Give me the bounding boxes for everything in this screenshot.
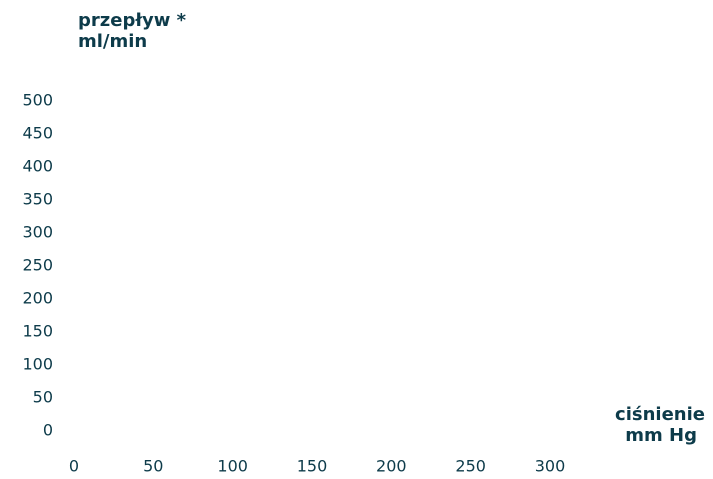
x-tick-label: 0 bbox=[69, 457, 79, 476]
y-tick-label: 100 bbox=[22, 355, 53, 374]
y-tick-label: 500 bbox=[22, 91, 53, 110]
y-tick-label: 350 bbox=[22, 190, 53, 209]
x-axis-title: ciśnienie mm Hg bbox=[615, 404, 705, 446]
y-tick-label: 250 bbox=[22, 256, 53, 275]
y-axis-title-line-1: przepływ * bbox=[78, 10, 187, 31]
y-axis-title: przepływ * ml/min bbox=[78, 10, 187, 52]
x-tick-label: 300 bbox=[535, 457, 566, 476]
x-tick-label: 50 bbox=[143, 457, 163, 476]
y-tick-label: 400 bbox=[22, 157, 53, 176]
x-tick-label: 150 bbox=[297, 457, 328, 476]
x-tick-label: 100 bbox=[217, 457, 248, 476]
y-tick-label: 0 bbox=[43, 421, 53, 440]
x-tick-label: 250 bbox=[455, 457, 486, 476]
y-tick-label: 300 bbox=[22, 223, 53, 242]
y-tick-label: 50 bbox=[33, 388, 53, 407]
y-axis-title-line-2: ml/min bbox=[78, 31, 147, 52]
x-tick-label: 200 bbox=[376, 457, 407, 476]
y-tick-label: 450 bbox=[22, 124, 53, 143]
x-axis-tick-labels: 0 50 100 150 200 250 300 bbox=[69, 457, 565, 476]
y-tick-label: 150 bbox=[22, 322, 53, 341]
x-axis-title-line-1: ciśnienie bbox=[615, 404, 705, 425]
y-tick-label: 200 bbox=[22, 289, 53, 308]
x-axis-title-line-2: mm Hg bbox=[625, 425, 697, 446]
